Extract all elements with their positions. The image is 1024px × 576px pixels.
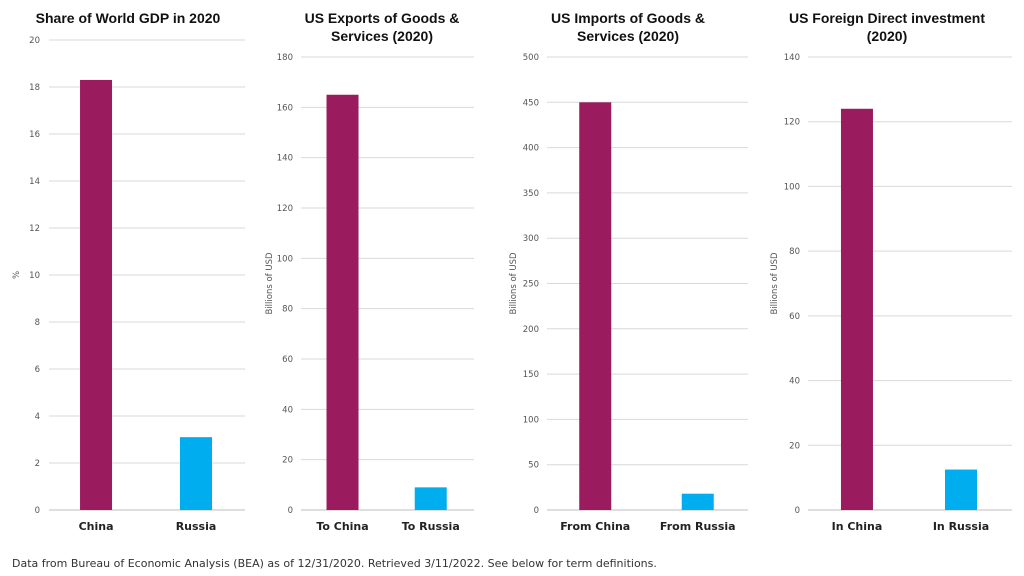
- bar-from-china: [579, 102, 612, 511]
- y-tick-label: 300: [523, 234, 539, 244]
- category-label: To Russia: [402, 520, 460, 533]
- y-tick-label: 100: [784, 182, 800, 192]
- category-label: China: [79, 520, 114, 533]
- category-label: In Russia: [933, 520, 989, 533]
- y-tick-label: 40: [789, 377, 800, 387]
- bar-to-russia: [414, 487, 447, 510]
- y-axis-label: %: [12, 271, 22, 279]
- y-tick-label: 16: [29, 130, 40, 140]
- chart-3: US Imports of Goods & Services (2020) 0 50 1…: [509, 10, 748, 533]
- y-tick-label: 80: [789, 247, 800, 257]
- chart-2: US Exports of Goods & Services (2020) 0 20 4…: [265, 10, 474, 533]
- y-tick-label: 20: [29, 36, 40, 46]
- bar-in-russia: [945, 469, 977, 510]
- y-tick-label: 10: [29, 271, 40, 281]
- y-tick-label: 160: [277, 103, 293, 113]
- chart-title-line: US Exports of Goods &: [305, 10, 460, 26]
- y-tick-label: 0: [288, 506, 293, 516]
- category-label: From China: [560, 520, 630, 533]
- y-axis-label: Billions of USD: [265, 252, 275, 315]
- y-tick-label: 150: [523, 370, 539, 380]
- y-tick-label: 100: [523, 415, 539, 425]
- y-tick-label: 80: [282, 305, 293, 315]
- charts-svg: Share of World GDP in 2020 0 2 4 6 8 10 12 14 16 1…: [12, 10, 1012, 533]
- y-tick-label: 12: [29, 224, 40, 234]
- y-tick-label: 200: [523, 325, 539, 335]
- bar-china: [80, 79, 113, 510]
- chart-title-line: Share of World GDP in 2020: [36, 10, 221, 26]
- category-label: From Russia: [660, 520, 736, 533]
- chart-title-line: US Foreign Direct investment: [789, 10, 985, 26]
- y-tick-label: 400: [523, 144, 539, 154]
- y-tick-label: 60: [282, 355, 293, 365]
- y-tick-label: 140: [277, 154, 293, 164]
- category-label: To China: [316, 520, 368, 533]
- y-tick-label: 50: [528, 461, 539, 471]
- bar-from-russia: [681, 493, 714, 510]
- y-tick-label: 60: [789, 312, 800, 322]
- chart-title-line: Services (2020): [577, 28, 679, 44]
- category-label: In China: [832, 520, 883, 533]
- y-tick-label: 120: [277, 204, 293, 214]
- bar-russia: [180, 437, 212, 510]
- y-axis-label: Billions of USD: [770, 252, 780, 315]
- y-tick-label: 0: [534, 506, 539, 516]
- y-tick-label: 120: [784, 118, 800, 128]
- bar-to-china: [326, 94, 359, 510]
- y-tick-label: 100: [277, 254, 293, 264]
- y-tick-label: 140: [784, 53, 800, 63]
- chart-1: Share of World GDP in 2020 0 2 4 6 8 10 12 14 16 1…: [12, 10, 245, 533]
- y-axis-label: Billions of USD: [509, 252, 519, 315]
- y-tick-label: 0: [795, 506, 800, 516]
- chart-panel: Share of World GDP in 2020 0 2 4 6 8 10 12 14 16 1…: [12, 10, 1012, 533]
- chart-title-line: (2020): [867, 28, 907, 44]
- footnote: Data from Bureau of Economic Analysis (B…: [12, 557, 657, 570]
- chart-4: US Foreign Direct investment (2020) 0 20 40 6…: [770, 10, 1012, 533]
- y-tick-label: 450: [523, 98, 539, 108]
- y-tick-label: 40: [282, 405, 293, 415]
- category-label: Russia: [176, 520, 217, 533]
- y-tick-label: 500: [523, 53, 539, 63]
- y-tick-label: 18: [29, 83, 40, 93]
- y-tick-label: 6: [35, 365, 40, 375]
- y-tick-label: 4: [35, 412, 40, 422]
- chart-title-line: US Imports of Goods &: [551, 10, 705, 26]
- chart-title-line: Services (2020): [331, 28, 433, 44]
- y-tick-label: 14: [29, 177, 40, 187]
- y-tick-label: 250: [523, 280, 539, 290]
- y-tick-label: 20: [282, 456, 293, 466]
- y-tick-label: 350: [523, 189, 539, 199]
- y-tick-label: 8: [35, 318, 40, 328]
- bar-in-china: [840, 108, 873, 511]
- y-tick-label: 180: [277, 53, 293, 63]
- y-tick-label: 2: [35, 459, 40, 469]
- y-tick-label: 20: [789, 441, 800, 451]
- y-tick-label: 0: [35, 506, 40, 516]
